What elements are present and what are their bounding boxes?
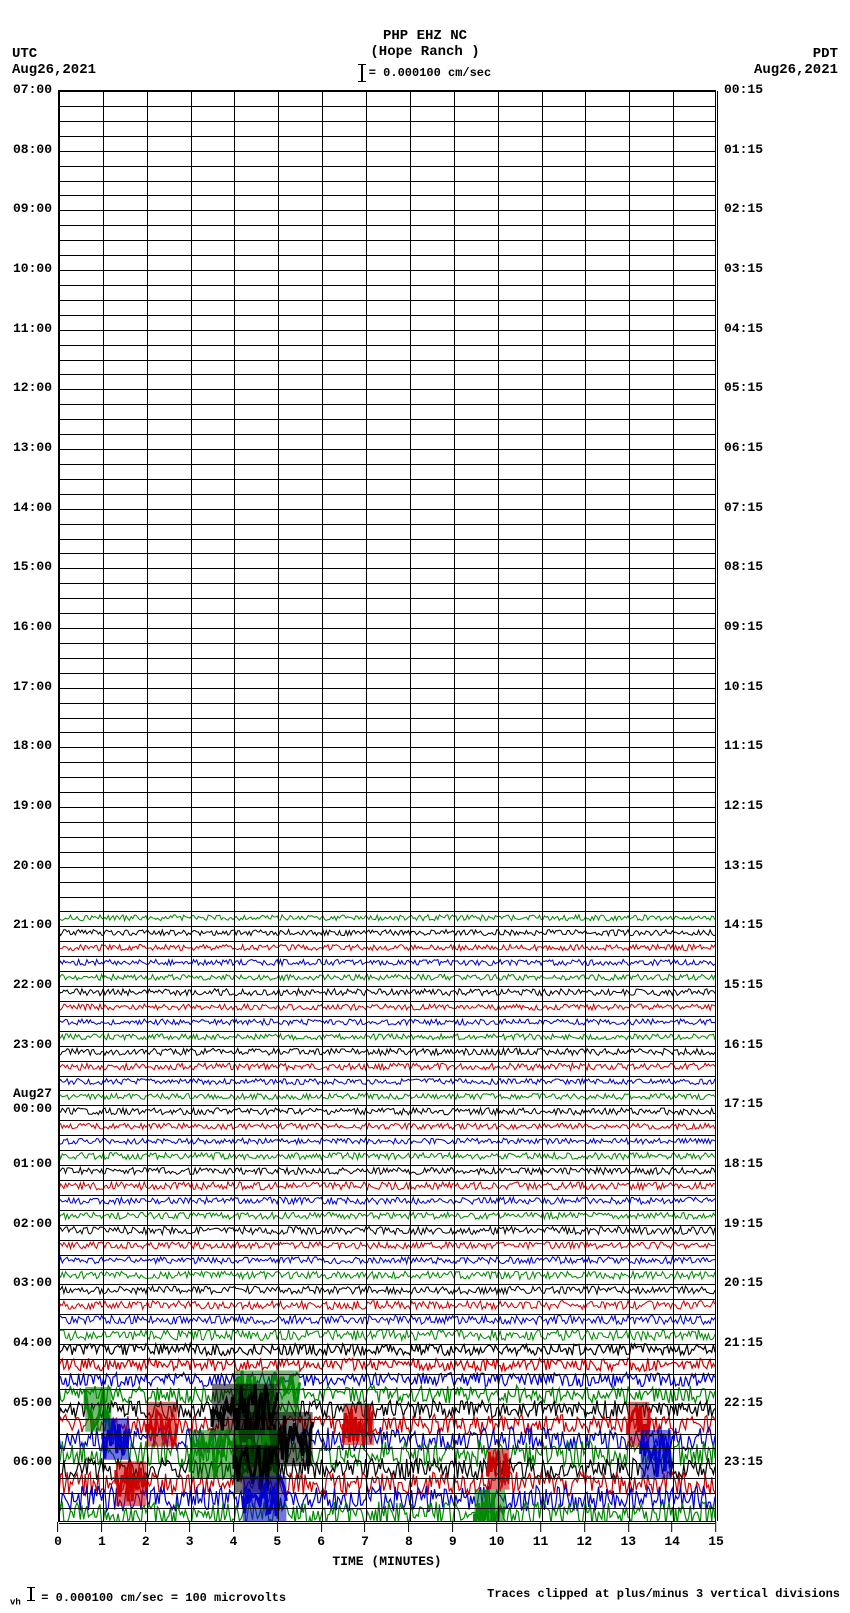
right-hour-label: 17:15 xyxy=(724,1096,763,1111)
left-hour-label: 09:00 xyxy=(13,201,52,216)
trace-layer xyxy=(59,91,715,1521)
timezone-left: UTC Aug26,2021 xyxy=(12,46,96,78)
right-hour-label: 18:15 xyxy=(724,1156,763,1171)
x-tick: 14 xyxy=(664,1522,680,1549)
left-hour-label: 05:00 xyxy=(13,1395,52,1410)
left-hour-label: 18:00 xyxy=(13,738,52,753)
right-hour-label: 04:15 xyxy=(724,321,763,336)
x-tick: 6 xyxy=(317,1522,325,1549)
scale-text: = 0.000100 cm/sec xyxy=(369,66,491,80)
left-hour-label: 03:00 xyxy=(13,1275,52,1290)
right-hour-label: 05:15 xyxy=(724,380,763,395)
station-header: PHP EHZ NC (Hope Ranch ) xyxy=(0,28,850,60)
left-hour-label: 08:00 xyxy=(13,142,52,157)
tz-left-date: Aug26,2021 xyxy=(12,62,96,78)
right-hour-label: 14:15 xyxy=(724,917,763,932)
right-hour-label: 15:15 xyxy=(724,977,763,992)
left-hour-label: 10:00 xyxy=(13,261,52,276)
right-hour-label: 21:15 xyxy=(724,1335,763,1350)
station-code: PHP EHZ NC xyxy=(0,28,850,44)
right-hour-label: 16:15 xyxy=(724,1037,763,1052)
x-axis-label: TIME (MINUTES) xyxy=(58,1554,716,1569)
right-hour-label: 01:15 xyxy=(724,142,763,157)
left-hour-label: 07:00 xyxy=(13,82,52,97)
x-tick: 5 xyxy=(273,1522,281,1549)
x-tick: 4 xyxy=(230,1522,238,1549)
left-hour-label: 11:00 xyxy=(13,321,52,336)
left-hour-label: 15:00 xyxy=(13,559,52,574)
right-hour-label: 03:15 xyxy=(724,261,763,276)
helicorder-plot xyxy=(58,90,716,1522)
right-hour-label: 20:15 xyxy=(724,1275,763,1290)
scale-bar-icon xyxy=(30,1587,32,1601)
right-hour-label: 02:15 xyxy=(724,201,763,216)
left-hour-label: 14:00 xyxy=(13,500,52,515)
tz-left-label: UTC xyxy=(12,46,96,62)
x-tick: 3 xyxy=(186,1522,194,1549)
right-hour-label: 13:15 xyxy=(724,858,763,873)
right-hour-label: 22:15 xyxy=(724,1395,763,1410)
right-hour-label: 00:15 xyxy=(724,82,763,97)
left-hour-label: 12:00 xyxy=(13,380,52,395)
tz-right-label: PDT xyxy=(754,46,838,62)
left-hour-label: 22:00 xyxy=(13,977,52,992)
right-hour-label: 11:15 xyxy=(724,738,763,753)
left-hour-label: 16:00 xyxy=(13,619,52,634)
left-hour-label: Aug2700:00 xyxy=(13,1086,52,1116)
footer: vh = 0.000100 cm/sec = 100 microvolts Tr… xyxy=(0,1587,850,1607)
left-hour-label: 20:00 xyxy=(13,858,52,873)
timezone-right: PDT Aug26,2021 xyxy=(754,46,838,78)
footer-left: vh = 0.000100 cm/sec = 100 microvolts xyxy=(10,1587,286,1607)
x-tick: 9 xyxy=(449,1522,457,1549)
x-tick: 7 xyxy=(361,1522,369,1549)
left-hour-label: 17:00 xyxy=(13,679,52,694)
left-hour-label: 06:00 xyxy=(13,1454,52,1469)
scale-bar-icon xyxy=(361,64,363,82)
x-tick: 15 xyxy=(708,1522,724,1549)
x-tick: 1 xyxy=(98,1522,106,1549)
x-tick: 10 xyxy=(489,1522,505,1549)
right-hour-label: 07:15 xyxy=(724,500,763,515)
x-tick: 2 xyxy=(142,1522,150,1549)
x-tick: 12 xyxy=(577,1522,593,1549)
x-tick: 0 xyxy=(54,1522,62,1549)
scale-reference: = 0.000100 cm/sec xyxy=(0,64,850,82)
right-hour-label: 12:15 xyxy=(724,798,763,813)
right-hour-label: 06:15 xyxy=(724,440,763,455)
left-hour-label: 04:00 xyxy=(13,1335,52,1350)
left-hour-label: 21:00 xyxy=(13,917,52,932)
x-tick: 13 xyxy=(620,1522,636,1549)
right-hour-label: 10:15 xyxy=(724,679,763,694)
station-name: (Hope Ranch ) xyxy=(0,44,850,60)
footer-right: Traces clipped at plus/minus 3 vertical … xyxy=(487,1587,840,1607)
right-hour-label: 19:15 xyxy=(724,1216,763,1231)
left-hour-label: 13:00 xyxy=(13,440,52,455)
left-hour-label: 23:00 xyxy=(13,1037,52,1052)
right-hour-label: 09:15 xyxy=(724,619,763,634)
right-hour-label: 08:15 xyxy=(724,559,763,574)
right-hour-label: 23:15 xyxy=(724,1454,763,1469)
x-tick: 8 xyxy=(405,1522,413,1549)
tz-right-date: Aug26,2021 xyxy=(754,62,838,78)
x-tick: 11 xyxy=(533,1522,549,1549)
left-hour-label: 02:00 xyxy=(13,1216,52,1231)
left-hour-label: 01:00 xyxy=(13,1156,52,1171)
left-hour-label: 19:00 xyxy=(13,798,52,813)
